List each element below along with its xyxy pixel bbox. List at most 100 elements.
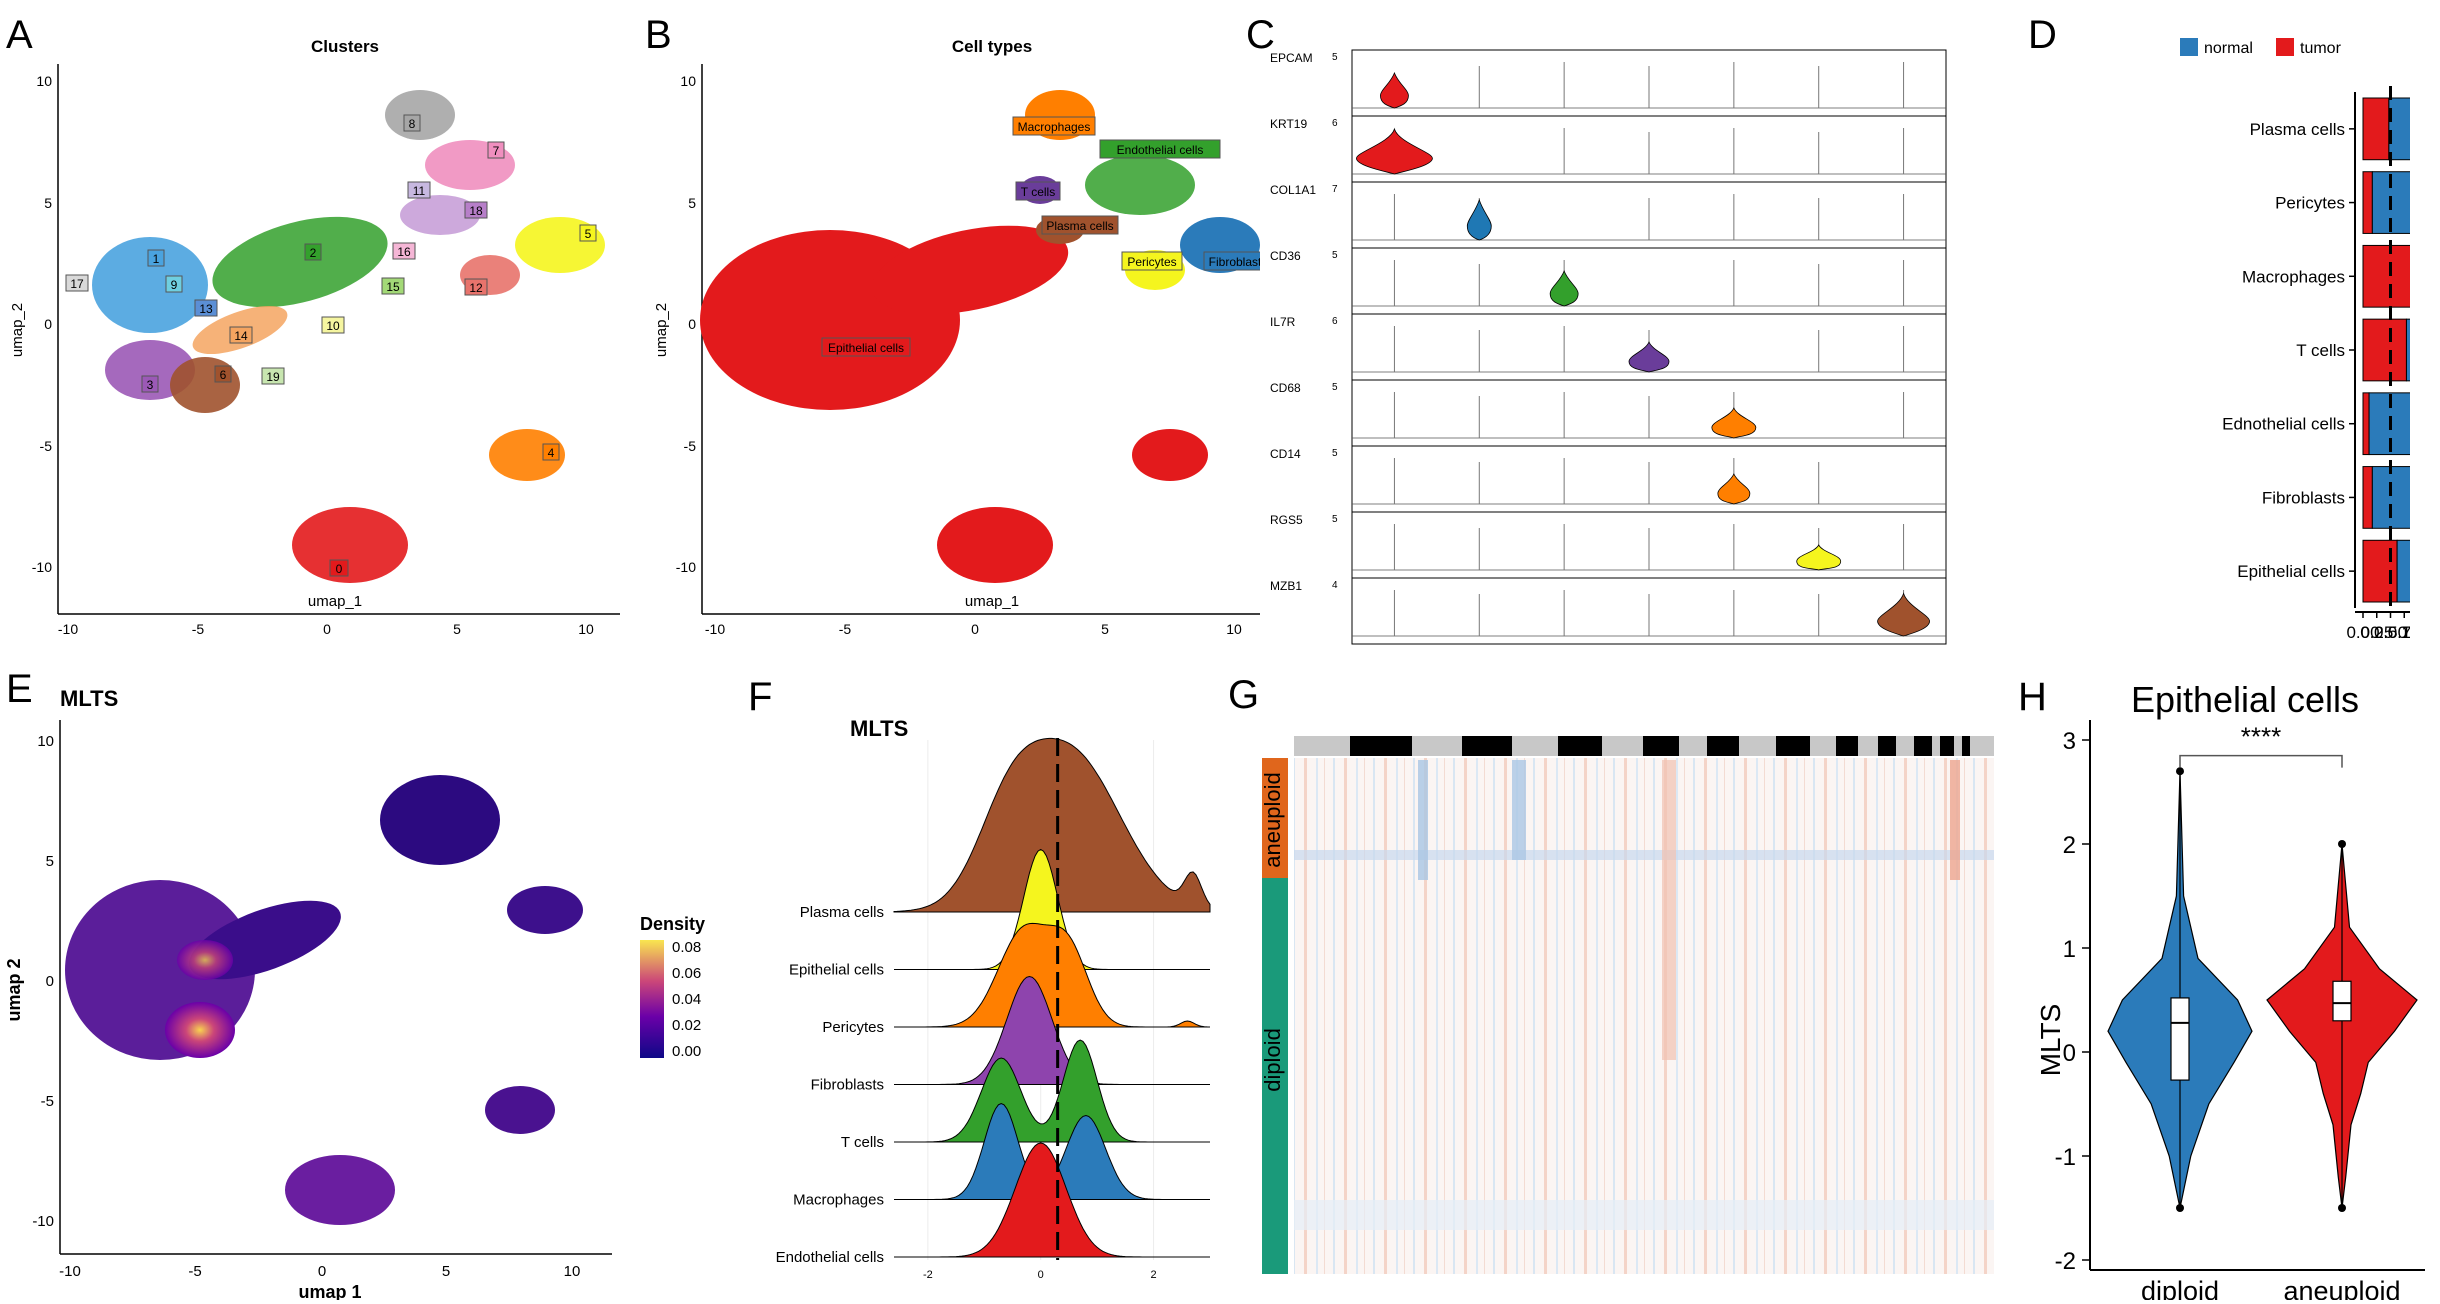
gene-label: CD68 — [1270, 381, 1301, 395]
ridge-plasma-cells — [893, 737, 1211, 913]
panel-a-title: Clusters — [311, 37, 379, 56]
panel-d-legend: normal tumor — [2180, 38, 2342, 57]
x-tick-label: 0.25 — [2360, 623, 2393, 642]
gene-label: MZB1 — [1270, 579, 1302, 593]
svg-text:9: 9 — [171, 278, 178, 292]
svg-text:2: 2 — [310, 246, 317, 260]
violin-cd14 — [1717, 473, 1751, 505]
bar-category-label: Pericytes — [2275, 194, 2345, 213]
panel-a-xtick: -5 — [192, 621, 205, 637]
svg-text:0: 0 — [336, 562, 343, 576]
svg-text:19: 19 — [266, 370, 280, 384]
ridge-xtick: -2 — [923, 1269, 933, 1281]
svg-text:12: 12 — [469, 281, 483, 295]
chromosome-segment — [1836, 736, 1858, 756]
panel-e-density-blobs — [65, 775, 583, 1225]
panel-b-ytick: -10 — [676, 559, 696, 575]
panel-a-xtick: 10 — [578, 621, 594, 637]
panel-b-ytick: -5 — [684, 438, 697, 454]
bar-category-label: Fibroblasts — [2262, 488, 2345, 507]
panel-a-xtick: 0 — [323, 621, 331, 637]
cluster-label-19: 19 — [261, 367, 285, 385]
panel-c-rows: EPCAM 5 KRT19 6 COL1A1 7 CD36 5 IL7R 6 CD68 5 CD14 5 R… — [1270, 49, 1947, 645]
gene-ymax: 4 — [1332, 580, 1338, 591]
svg-text:14: 14 — [234, 329, 248, 343]
y-tick-label: 3 — [2063, 728, 2076, 755]
violin-krt19 — [1356, 127, 1433, 175]
x-tick-label: 1.00 — [2401, 623, 2410, 642]
panel-b-ytick: 5 — [688, 195, 696, 211]
panel-a-ytick: 10 — [36, 73, 52, 89]
cluster-blob-0 — [292, 507, 408, 583]
chromosome-segment — [1962, 736, 1970, 756]
panel-f-ridgeplot: MLTS Plasma cells Epithelial cells Pericyt… — [776, 716, 1211, 1281]
celltype-label-endothelial: Endothelial cells — [1099, 139, 1221, 159]
panel-a-cluster-labels: 0 1 2 3 4 5 6 7 8 9 10 11 12 13 14 15 16… — [65, 114, 597, 577]
cluster-label-7: 7 — [487, 141, 505, 159]
svg-text:Fibroblasts: Fibroblasts — [1209, 255, 1260, 269]
ridge-category-label: T cells — [841, 1134, 884, 1151]
panel-h-plot: 3 2 1 0 -1 -2 diploid aneuploid **** — [2055, 720, 2425, 1300]
panel-a-xtick: 5 — [453, 621, 461, 637]
celltype-blob-endothelial — [1085, 155, 1195, 215]
svg-text:16: 16 — [397, 245, 411, 259]
row-group-aneuploid — [1262, 758, 1288, 878]
heatmap-body — [1294, 758, 1994, 1274]
x-tick-label: 0.50 — [2374, 623, 2407, 642]
celltype-blob-epithelial-arm — [871, 225, 1069, 315]
cluster-label-15: 15 — [381, 277, 405, 295]
bar-normal — [2405, 318, 2410, 382]
svg-text:Plasma cells: Plasma cells — [1046, 219, 1113, 233]
violin-mzb1 — [1877, 592, 1930, 637]
panel-b-title: Cell types — [952, 37, 1032, 56]
ridge-endothelial-cells — [894, 1142, 1210, 1258]
svg-text:17: 17 — [70, 277, 84, 291]
panel-e-ylabel: umap 2 — [4, 958, 24, 1021]
bar-category-label: Macrophages — [2242, 267, 2345, 286]
ridge-category-label: Fibroblasts — [811, 1077, 884, 1094]
panel-b-yticks: 10 5 0 -5 -10 — [676, 73, 696, 575]
density-blob-right — [507, 886, 583, 934]
legend-density-tick: 0.06 — [672, 965, 701, 982]
panel-e-xlabel: umap 1 — [298, 1282, 361, 1300]
gene-label: RGS5 — [1270, 513, 1303, 527]
panel-e-xticks: -10 -5 0 5 10 — [59, 1263, 580, 1280]
panel-e-ytick: -10 — [32, 1213, 54, 1230]
svg-text:5: 5 — [585, 227, 592, 241]
ridge-epithelial-cells — [894, 848, 1210, 970]
celltype-label-epithelial: Epithelial cells — [821, 337, 911, 357]
panel-b-ytick: 10 — [680, 73, 696, 89]
bar-normal — [2371, 466, 2410, 529]
density-blob-bottom — [285, 1155, 395, 1225]
ridge-category-label: Epithelial cells — [789, 962, 884, 979]
svg-text:Pericytes: Pericytes — [1127, 255, 1176, 269]
panel-b-xtick: -5 — [839, 621, 852, 637]
bar-tumor — [2362, 97, 2390, 161]
legend-density-tick: 0.02 — [672, 1017, 701, 1034]
row-group-aneuploid-label: aneuploid — [1260, 772, 1285, 867]
gene-ymax: 5 — [1332, 250, 1338, 261]
legend-density-colorbar — [640, 940, 664, 1058]
panel-b-ylabel: umap_2 — [653, 303, 670, 357]
panel-f-title: MLTS — [850, 716, 908, 741]
celltype-label-macrophages: Macrophages — [1012, 116, 1096, 136]
boxplot-diploid — [2170, 997, 2190, 1081]
svg-text:3: 3 — [147, 378, 154, 392]
chromosome-segment — [1940, 736, 1954, 756]
bar-category-label: Plasma cells — [2250, 120, 2345, 139]
row-group-diploid-label: diploid — [1260, 1028, 1285, 1092]
bar-tumor — [2362, 466, 2373, 529]
gene-label: CD14 — [1270, 447, 1301, 461]
violin-rgs5 — [1796, 544, 1842, 571]
density-blob-top — [380, 775, 500, 865]
legend-tumor-label: tumor — [2300, 40, 2342, 57]
panel-a-clusters — [92, 90, 605, 583]
panel-e-density-umap: MLTS -10 -5 0 5 10 10 5 0 -5 -10 umap 1 … — [4, 686, 705, 1300]
panel-e-yticks: 10 5 0 -5 -10 — [32, 733, 54, 1230]
svg-text:13: 13 — [199, 302, 213, 316]
cluster-label-14: 14 — [229, 326, 253, 344]
panel-b-xtick: -10 — [705, 621, 725, 637]
svg-text:Epithelial cells: Epithelial cells — [828, 341, 904, 355]
panel-a-yticks: 10 5 0 -5 -10 — [32, 73, 52, 575]
ridge-pericytes — [894, 922, 1211, 1028]
